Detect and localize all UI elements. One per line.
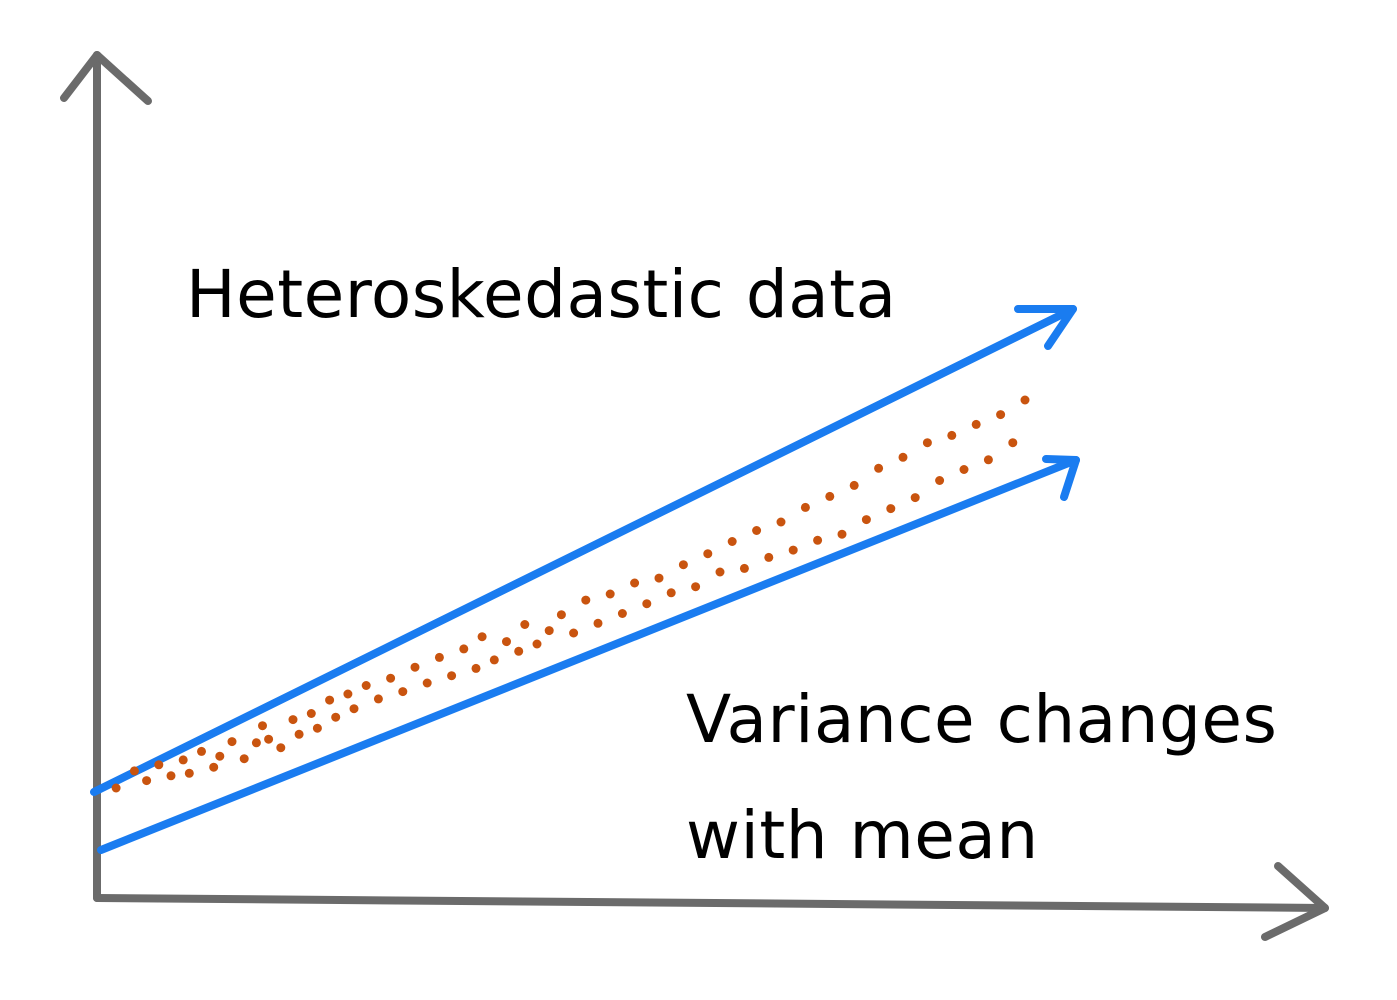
data-point xyxy=(727,537,737,546)
data-point xyxy=(514,646,524,656)
data-point xyxy=(849,480,859,490)
data-point xyxy=(752,526,762,535)
data-point xyxy=(544,626,554,636)
data-point xyxy=(837,529,847,539)
data-point xyxy=(739,563,749,573)
data-point xyxy=(678,560,688,570)
data-point xyxy=(703,549,713,559)
data-point xyxy=(666,588,676,598)
data-point xyxy=(197,746,206,756)
axes xyxy=(60,51,1329,941)
data-point xyxy=(959,465,969,474)
data-point xyxy=(258,721,267,731)
data-point xyxy=(129,766,139,776)
data-point xyxy=(788,545,798,555)
data-point xyxy=(605,589,615,599)
data-point xyxy=(630,578,640,588)
data-point xyxy=(642,599,652,609)
data-point xyxy=(288,715,298,725)
data-point xyxy=(569,628,579,638)
y-axis-arrowhead-icon xyxy=(60,51,152,105)
data-point xyxy=(532,639,542,649)
data-point xyxy=(184,768,194,778)
data-point xyxy=(520,620,530,629)
data-point xyxy=(983,455,993,465)
data-point xyxy=(617,609,627,618)
data-point xyxy=(477,632,487,642)
data-point xyxy=(556,610,566,620)
data-point xyxy=(874,463,884,473)
data-point xyxy=(434,652,444,662)
data-point xyxy=(386,673,396,683)
data-point xyxy=(178,755,188,765)
data-point xyxy=(593,618,603,628)
x-axis-arrowhead-icon xyxy=(1261,862,1329,941)
lower-bound-line xyxy=(97,456,1080,854)
variance-bounds xyxy=(90,305,1080,854)
data-point xyxy=(306,709,316,718)
data-point xyxy=(886,504,896,514)
data-point xyxy=(996,410,1006,420)
data-point xyxy=(910,493,920,503)
data-point xyxy=(166,771,176,781)
data-point xyxy=(898,452,908,462)
data-point xyxy=(325,695,335,705)
data-point xyxy=(239,754,249,764)
data-point xyxy=(861,515,871,525)
upper-bound-arrowhead-icon xyxy=(1014,305,1077,350)
data-point xyxy=(922,438,932,448)
data-point xyxy=(209,762,219,772)
data-point xyxy=(715,567,725,577)
x-axis xyxy=(93,894,1329,912)
data-point xyxy=(398,687,408,697)
data-point xyxy=(312,723,322,733)
data-point xyxy=(581,595,591,605)
data-point xyxy=(227,737,237,747)
data-point xyxy=(276,743,286,753)
data-point xyxy=(294,729,304,739)
data-point xyxy=(331,712,341,722)
data-point xyxy=(654,573,664,583)
data-point xyxy=(111,783,121,793)
data-point xyxy=(764,552,774,562)
upper-bound-line xyxy=(90,305,1077,796)
data-point xyxy=(349,704,359,714)
data-point xyxy=(800,502,810,512)
data-point xyxy=(776,517,786,527)
data-point xyxy=(947,430,957,440)
data-point xyxy=(447,671,457,681)
data-point xyxy=(361,681,371,690)
data-point xyxy=(502,637,511,647)
data-point xyxy=(1008,438,1018,448)
data-point xyxy=(373,694,383,704)
data-point xyxy=(142,776,152,786)
data-point xyxy=(691,582,701,592)
caption-line-2: with mean xyxy=(686,797,1039,874)
data-point xyxy=(343,689,353,699)
data-point xyxy=(825,491,835,501)
data-point xyxy=(154,760,164,770)
data-points xyxy=(111,395,1030,793)
data-point xyxy=(410,662,420,672)
data-point xyxy=(1020,395,1030,405)
data-point xyxy=(971,419,981,429)
data-point xyxy=(459,644,469,654)
data-point xyxy=(215,751,225,761)
data-point xyxy=(489,655,499,665)
caption-line-1: Variance changes xyxy=(686,681,1278,758)
data-point xyxy=(264,734,274,744)
data-point xyxy=(251,738,261,748)
diagram-title: Heteroskedastic data xyxy=(186,256,897,333)
data-point xyxy=(471,663,481,673)
lower-bound-arrowhead-icon xyxy=(1042,455,1080,501)
data-point xyxy=(935,476,945,485)
data-point xyxy=(813,535,823,545)
data-point xyxy=(422,678,432,688)
